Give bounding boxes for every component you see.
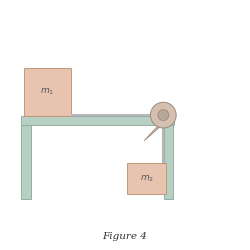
Bar: [21, 116, 174, 125]
Bar: [164, 125, 173, 199]
Text: $m_1$: $m_1$: [40, 87, 54, 98]
Text: $m_2$: $m_2$: [140, 174, 154, 184]
Circle shape: [150, 102, 176, 128]
Circle shape: [158, 110, 169, 120]
Bar: [21, 125, 31, 199]
Bar: [24, 68, 70, 116]
Text: Figure 4: Figure 4: [102, 232, 148, 241]
Polygon shape: [144, 122, 165, 141]
Bar: [128, 163, 166, 194]
